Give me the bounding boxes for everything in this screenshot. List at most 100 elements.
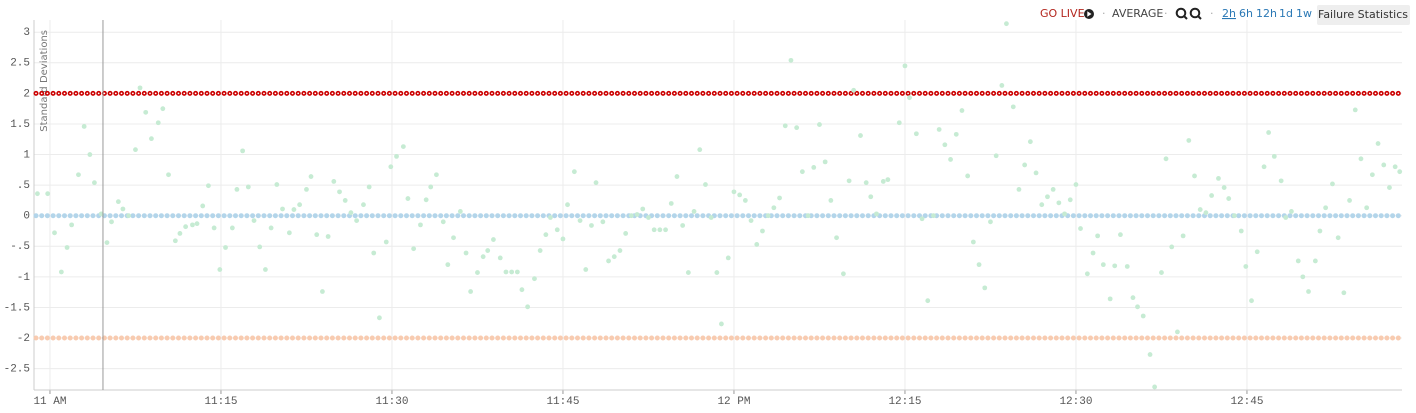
range-link[interactable]: 1d (1279, 7, 1293, 20)
y-tick-label: 1.5 (10, 119, 30, 131)
y-tick-label: 3 (23, 27, 30, 39)
point (1067, 197, 1073, 203)
point (149, 136, 154, 142)
point (485, 248, 491, 253)
point (1335, 235, 1341, 241)
point (1381, 162, 1387, 168)
point (617, 248, 623, 253)
point (543, 232, 549, 238)
x-tick-label: 11 AM (33, 396, 66, 408)
point (304, 187, 309, 192)
point (817, 122, 822, 127)
point (1027, 139, 1033, 145)
point (155, 120, 161, 126)
go-live[interactable]: GO LIVE (1040, 7, 1085, 20)
point (868, 194, 874, 200)
point (896, 120, 902, 126)
point (953, 131, 959, 137)
point (1135, 304, 1140, 310)
point (1221, 185, 1227, 190)
range-link[interactable]: 2h (1222, 7, 1236, 20)
x-tick-label: 12:30 (1059, 396, 1092, 408)
point (828, 198, 834, 203)
point (1387, 185, 1392, 190)
point (297, 202, 303, 208)
y-axis-label: Standard Deviations (39, 30, 50, 132)
point (1254, 249, 1260, 255)
point (1186, 138, 1192, 143)
point (858, 133, 863, 138)
point (1261, 164, 1267, 170)
point (1112, 263, 1118, 269)
point (771, 205, 777, 211)
point (354, 218, 360, 223)
point (451, 235, 456, 241)
point (965, 173, 971, 179)
point (834, 235, 839, 241)
point (919, 216, 925, 222)
point (1107, 296, 1113, 302)
point (948, 157, 953, 162)
point (418, 222, 423, 228)
y-tick-label: .5 (17, 180, 30, 192)
failure-statistics-button[interactable] (1317, 5, 1410, 25)
point (589, 223, 594, 228)
point (1175, 329, 1180, 335)
point (81, 124, 87, 129)
point (959, 108, 965, 113)
point (394, 153, 399, 159)
point (519, 287, 525, 293)
point (1278, 178, 1284, 184)
point (988, 219, 993, 225)
point (200, 203, 206, 209)
point (383, 239, 389, 245)
point (593, 180, 599, 186)
y-tick-label: 1 (23, 149, 30, 161)
zoom-in[interactable] (1175, 7, 1188, 20)
failure-statistics-label[interactable]: Failure Statistics (1318, 8, 1408, 21)
point (1238, 228, 1244, 234)
point (760, 228, 765, 234)
x-tick-label: 12 PM (717, 396, 750, 408)
point (1341, 290, 1347, 296)
point (1364, 205, 1370, 211)
point (1169, 244, 1175, 250)
point (799, 169, 805, 175)
point (58, 269, 64, 275)
point (646, 215, 651, 220)
point (160, 106, 166, 112)
point (423, 197, 429, 203)
y-tick-label: 0 (23, 211, 30, 223)
point (257, 244, 263, 250)
point (691, 209, 697, 214)
zoom-out[interactable] (1189, 7, 1202, 20)
range-link[interactable]: 12h (1256, 7, 1277, 20)
point (434, 172, 439, 178)
point (1050, 187, 1056, 192)
point (245, 184, 251, 190)
point (263, 267, 268, 272)
point (1323, 205, 1329, 211)
point (366, 184, 372, 190)
point (1130, 295, 1136, 301)
point (532, 276, 537, 282)
range-link[interactable]: 1w (1296, 7, 1312, 20)
play-glyph (1087, 11, 1092, 17)
point (1249, 298, 1254, 304)
average[interactable]: AVERAGE (1112, 7, 1163, 20)
point (405, 196, 411, 201)
point (211, 225, 217, 231)
point (754, 242, 760, 247)
range-link[interactable]: 6h (1239, 7, 1253, 20)
point (1100, 262, 1106, 268)
point (846, 178, 852, 184)
point (509, 269, 515, 275)
point (1159, 270, 1164, 275)
point (240, 148, 246, 154)
point (320, 289, 325, 294)
point (291, 207, 297, 212)
point (314, 232, 320, 238)
point (104, 240, 110, 246)
point (863, 180, 869, 186)
point (1140, 313, 1146, 319)
